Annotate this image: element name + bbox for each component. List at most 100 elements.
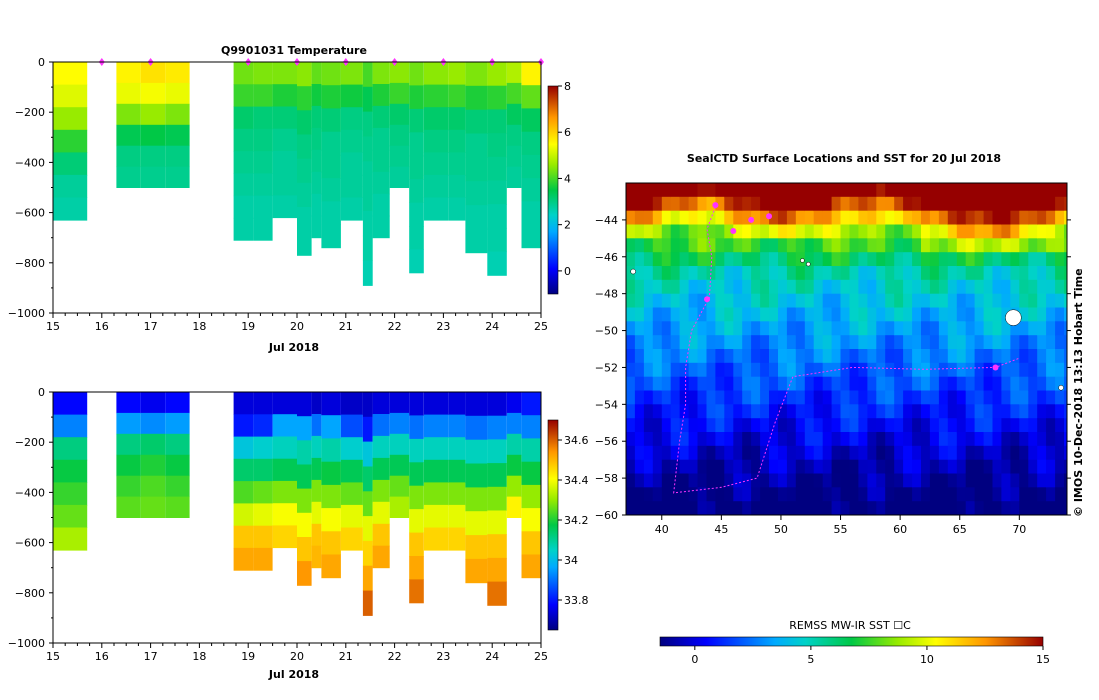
sst-cell bbox=[769, 266, 779, 281]
profile-cell bbox=[521, 62, 541, 86]
sst-cell bbox=[1010, 487, 1020, 502]
sst-cell bbox=[849, 349, 859, 364]
sst-cell bbox=[876, 376, 886, 392]
sst-cell bbox=[742, 445, 752, 461]
profile-cell bbox=[448, 414, 466, 438]
sst-cell bbox=[876, 279, 886, 295]
depth-tick-label: −1000 bbox=[8, 637, 45, 650]
sst-cell bbox=[947, 252, 958, 267]
sst-cell bbox=[992, 224, 1002, 239]
sst-cell bbox=[858, 196, 868, 212]
sst-cell bbox=[643, 196, 654, 212]
sst-cell bbox=[992, 293, 1002, 309]
day-tick-label: 22 bbox=[388, 650, 402, 663]
sst-cell bbox=[1055, 459, 1065, 475]
sst-cell bbox=[894, 279, 904, 295]
sst-cell bbox=[903, 307, 913, 322]
sst-cell bbox=[733, 293, 743, 309]
sst-cell bbox=[1001, 279, 1011, 295]
sst-cell bbox=[813, 487, 824, 502]
sst-cell bbox=[965, 266, 976, 281]
lon-tick-label: 45 bbox=[714, 523, 728, 536]
sst-cell bbox=[742, 210, 752, 226]
sst-cell bbox=[921, 293, 931, 309]
sst-cell bbox=[956, 293, 967, 309]
profile-cell bbox=[506, 124, 522, 147]
sst-cell bbox=[822, 293, 833, 309]
sst-cell bbox=[670, 196, 681, 212]
sst-cell bbox=[643, 279, 654, 295]
sst-cell bbox=[733, 362, 743, 378]
profile-cell bbox=[116, 433, 141, 456]
sst-cell bbox=[670, 321, 681, 336]
sst-cell bbox=[894, 445, 904, 461]
sst-cell bbox=[938, 266, 949, 281]
sst-cell bbox=[626, 266, 636, 281]
profile-cell bbox=[340, 414, 363, 438]
sst-cell bbox=[822, 335, 833, 350]
sst-cell bbox=[813, 376, 824, 392]
sst-cell bbox=[921, 459, 931, 475]
profile-cell bbox=[116, 454, 141, 477]
sst-cell bbox=[822, 266, 833, 281]
sst-cell bbox=[938, 445, 949, 461]
sst-cell bbox=[912, 279, 922, 295]
sst-cell bbox=[742, 321, 752, 336]
sst-cell bbox=[760, 459, 770, 475]
profile-cell bbox=[311, 435, 322, 459]
sst-cell bbox=[760, 390, 770, 405]
sst-cell bbox=[715, 487, 725, 502]
profile-cell bbox=[140, 145, 166, 168]
sst-cell bbox=[947, 459, 958, 475]
sst-cell bbox=[1028, 183, 1038, 198]
sst-cell bbox=[1064, 376, 1067, 392]
sst-cell bbox=[813, 293, 824, 309]
profile-cell bbox=[116, 392, 141, 414]
sst-cell bbox=[733, 238, 743, 253]
sst-cell bbox=[1046, 432, 1056, 447]
sst-cell bbox=[903, 266, 913, 281]
sst-cell bbox=[661, 349, 672, 364]
sst-cell bbox=[974, 196, 985, 212]
sst-cell bbox=[867, 349, 877, 364]
sst-cell bbox=[688, 293, 699, 309]
sst-cell bbox=[634, 210, 645, 226]
sst-cell bbox=[1037, 376, 1047, 392]
sst-cell bbox=[867, 307, 877, 322]
sst-cell bbox=[1046, 335, 1056, 350]
sst-cell bbox=[885, 390, 895, 405]
profile-cell bbox=[362, 136, 373, 162]
sst-cell bbox=[1001, 238, 1011, 253]
sst-cell bbox=[786, 445, 797, 461]
sst-cell bbox=[983, 349, 994, 364]
profile-cell bbox=[340, 504, 363, 528]
sst-cell bbox=[992, 445, 1002, 461]
sst-cell bbox=[715, 307, 725, 322]
profile-cell bbox=[311, 105, 322, 129]
sst-cell bbox=[885, 376, 895, 392]
sst-cell bbox=[912, 266, 922, 281]
sst-cell bbox=[634, 376, 645, 392]
sst-cell bbox=[921, 224, 931, 239]
temperature-colorbar bbox=[547, 85, 559, 295]
sst-cell bbox=[1037, 279, 1047, 295]
sst-cell bbox=[894, 501, 904, 515]
sst-cell bbox=[1010, 390, 1020, 405]
profile-cell bbox=[297, 561, 312, 586]
sst-cell bbox=[795, 404, 806, 419]
sst-cell bbox=[643, 183, 654, 198]
profile-cell bbox=[321, 508, 341, 532]
profile-cell bbox=[448, 84, 466, 108]
sst-cell bbox=[786, 196, 797, 212]
sst-cell bbox=[652, 224, 663, 239]
sst-cell bbox=[983, 238, 994, 253]
sst-cell bbox=[831, 335, 842, 350]
sst-cell bbox=[778, 210, 788, 226]
day-tick-label: 20 bbox=[290, 650, 304, 663]
sst-cell bbox=[1037, 501, 1047, 515]
sst-cell bbox=[858, 238, 868, 253]
sst-cell bbox=[858, 432, 868, 447]
profile-cell bbox=[372, 435, 390, 459]
profile-cell bbox=[372, 392, 390, 415]
sst-cell bbox=[947, 432, 958, 447]
